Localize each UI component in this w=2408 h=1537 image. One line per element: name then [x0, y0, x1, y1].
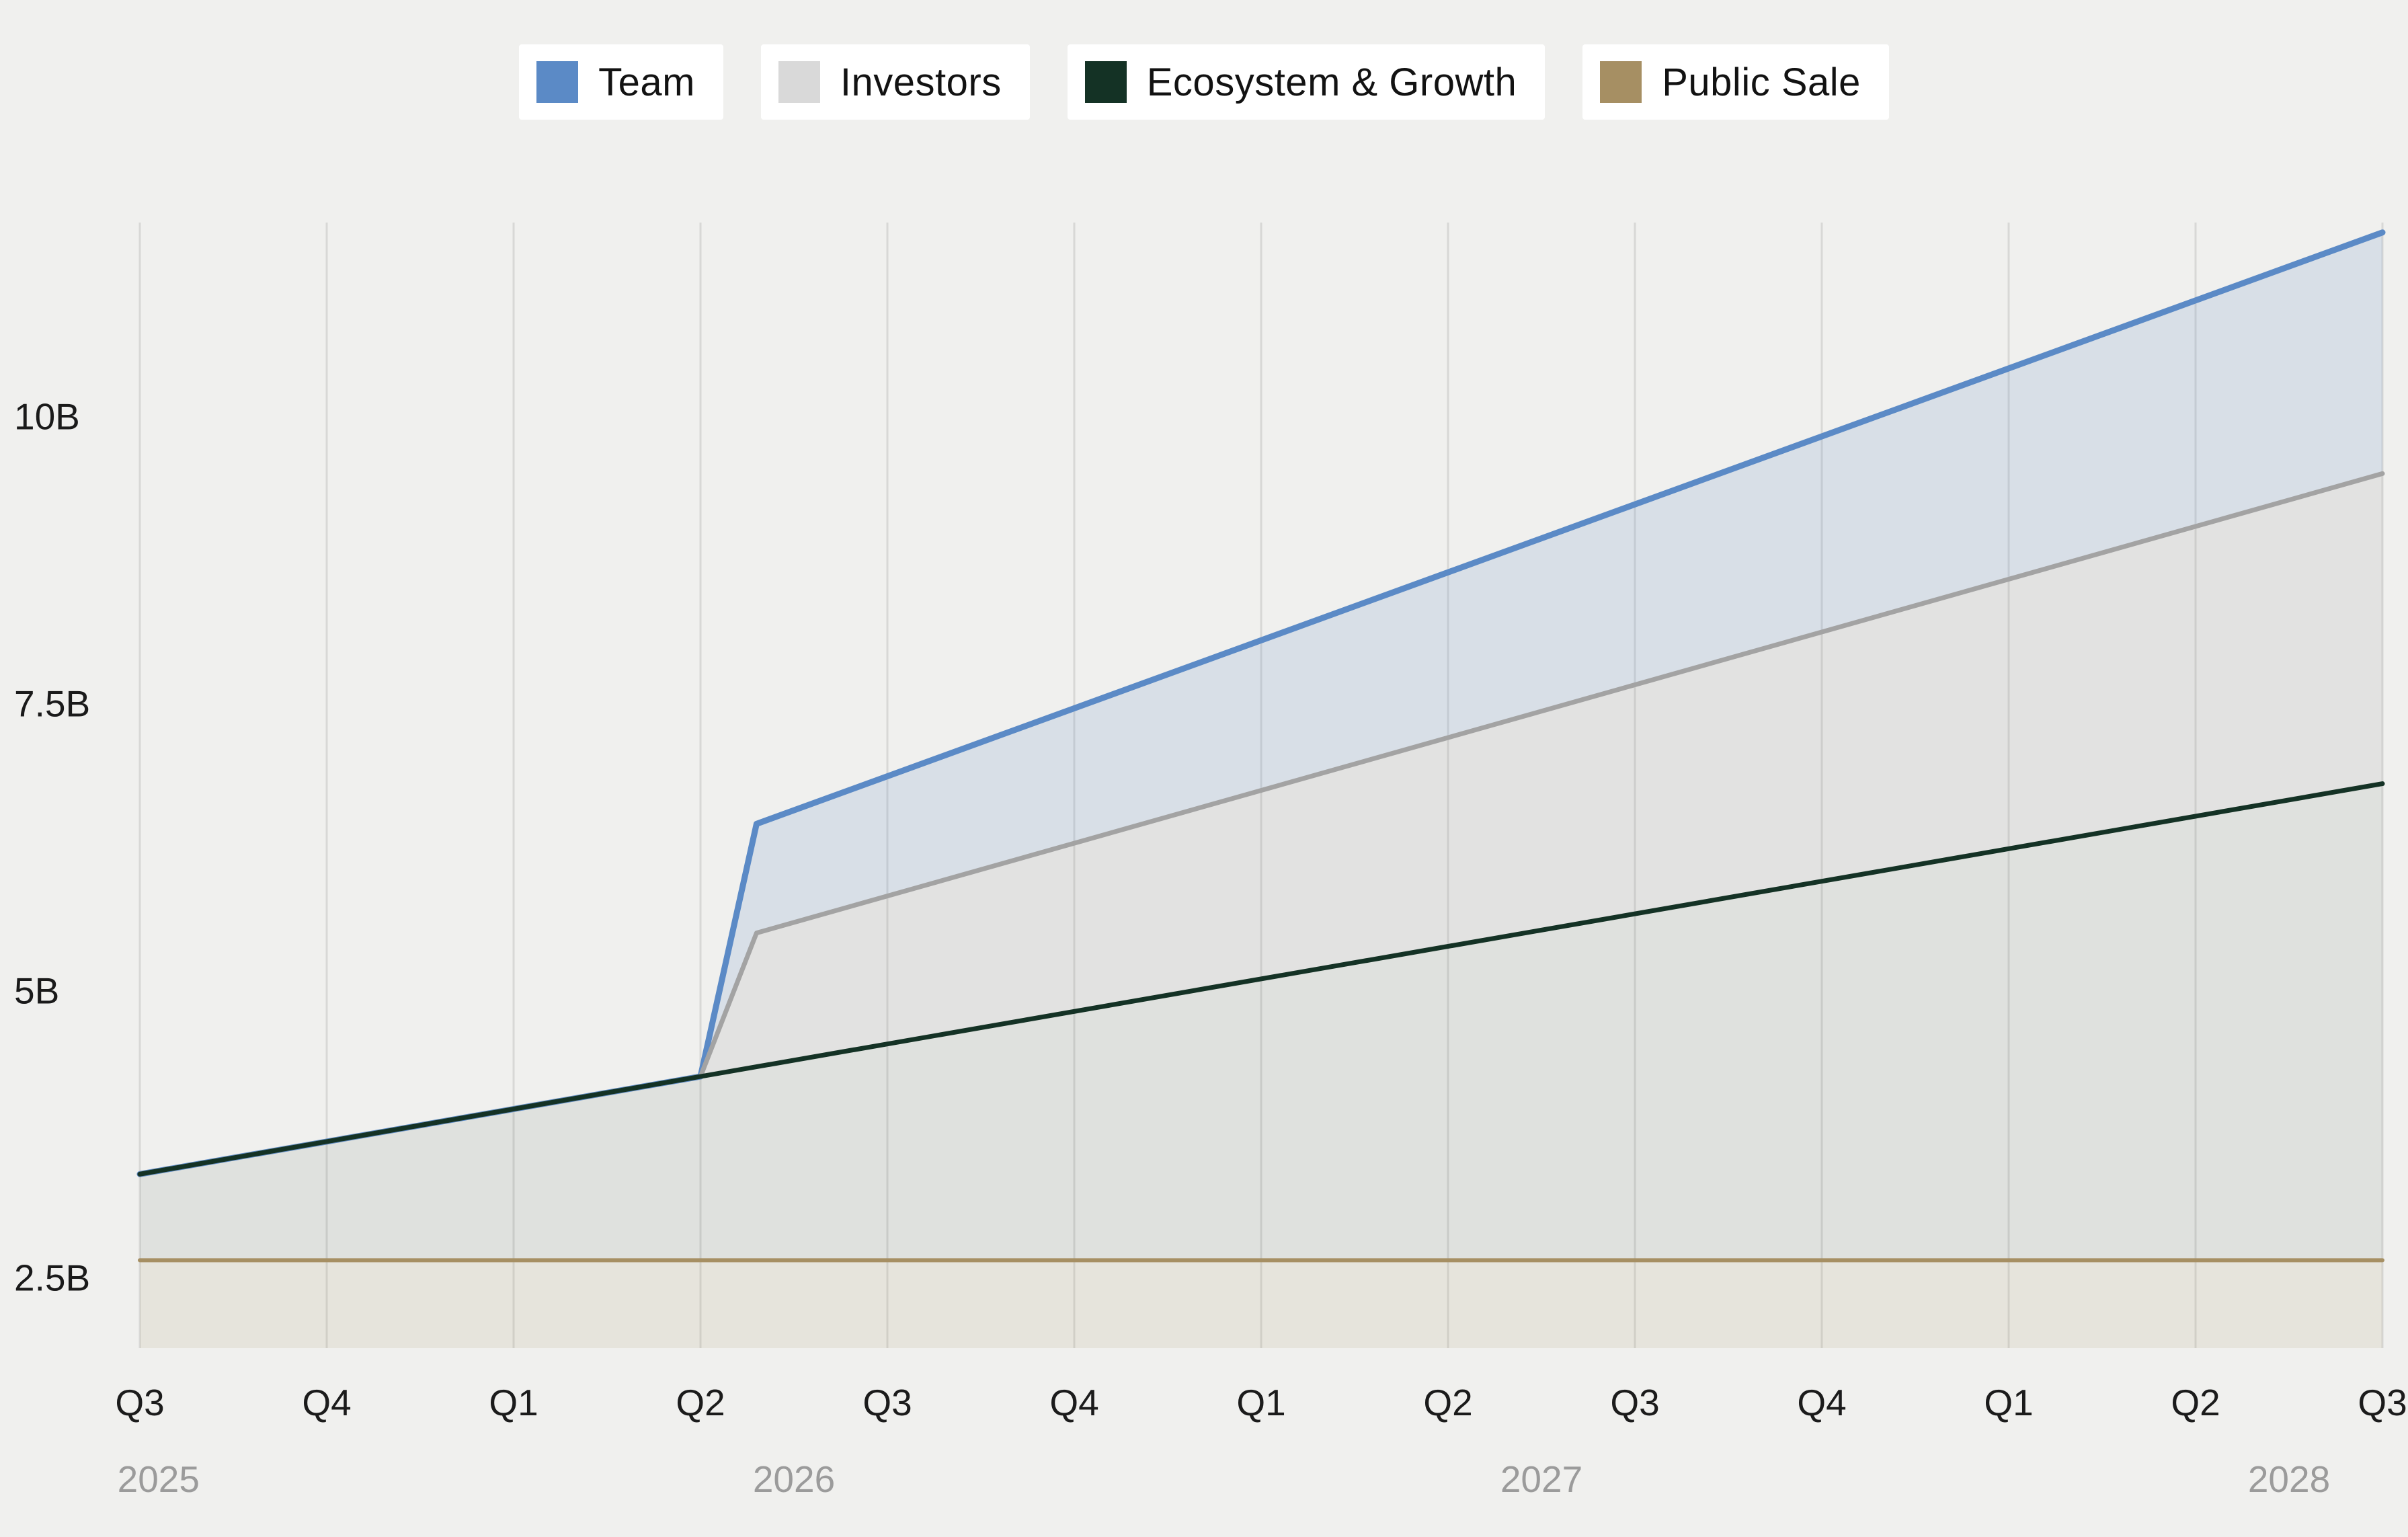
legend-item-ecosystem-growth[interactable]: Ecosystem & Growth — [1067, 44, 1546, 120]
legend-swatch-team — [536, 61, 579, 103]
x-tick-label: Q2 — [676, 1382, 725, 1423]
x-tick-label: Q4 — [1049, 1382, 1098, 1423]
y-axis-labels: 2.5B 5B 7.5B 10B — [14, 395, 90, 1298]
y-tick-label: 7.5B — [14, 682, 90, 724]
legend-swatch-investors — [778, 61, 820, 103]
legend-label: Ecosystem & Growth — [1146, 60, 1517, 104]
legend-swatch-public-sale — [1600, 61, 1642, 103]
series-areas — [140, 232, 2382, 1348]
legend-item-team[interactable]: Team — [519, 44, 723, 120]
area-public-sale — [140, 1260, 2382, 1348]
legend: Team Investors Ecosystem & Growth Public Sa… — [0, 44, 2408, 120]
legend-item-investors[interactable]: Investors — [760, 44, 1030, 120]
x-tick-label: Q2 — [1423, 1382, 1472, 1423]
area-team — [140, 232, 2382, 1175]
x-tick-label: Q1 — [489, 1382, 538, 1423]
x-axis-labels: Q3 Q4 Q1 Q2 Q3 Q4 Q1 Q2 Q3 Q4 Q1 Q2 Q3 — [115, 1382, 2407, 1423]
x-tick-label: Q3 — [1610, 1382, 1659, 1423]
year-label: 2026 — [753, 1458, 835, 1500]
x-tick-label: Q3 — [2358, 1382, 2407, 1423]
area-investors — [140, 473, 2382, 1175]
x-tick-label: Q1 — [1236, 1382, 1285, 1423]
x-tick-label: Q4 — [1797, 1382, 1846, 1423]
legend-swatch-ecosystem-growth — [1084, 61, 1127, 103]
y-tick-label: 5B — [14, 970, 59, 1011]
legend-label: Team — [598, 60, 695, 104]
year-label: 2028 — [2248, 1458, 2330, 1500]
legend-label: Public Sale — [1662, 60, 1861, 104]
x-tick-label: Q3 — [115, 1382, 164, 1423]
series-lines — [136, 229, 2386, 1263]
x-tick-label: Q3 — [862, 1382, 912, 1423]
year-labels: 2025 2026 2027 2028 — [118, 1458, 2331, 1500]
y-tick-label: 10B — [14, 395, 80, 437]
y-tick-label: 2.5B — [14, 1257, 90, 1298]
year-label: 2025 — [118, 1458, 200, 1500]
legend-item-public-sale[interactable]: Public Sale — [1582, 44, 1889, 120]
area-ecosystem-growth — [140, 783, 2382, 1261]
x-tick-label: Q2 — [2171, 1382, 2220, 1423]
legend-label: Investors — [840, 60, 1002, 104]
year-label: 2027 — [1500, 1458, 1582, 1500]
line-ecosystem-growth — [137, 781, 2385, 1177]
x-tick-label: Q1 — [1984, 1382, 2033, 1423]
x-tick-label: Q4 — [302, 1382, 351, 1423]
